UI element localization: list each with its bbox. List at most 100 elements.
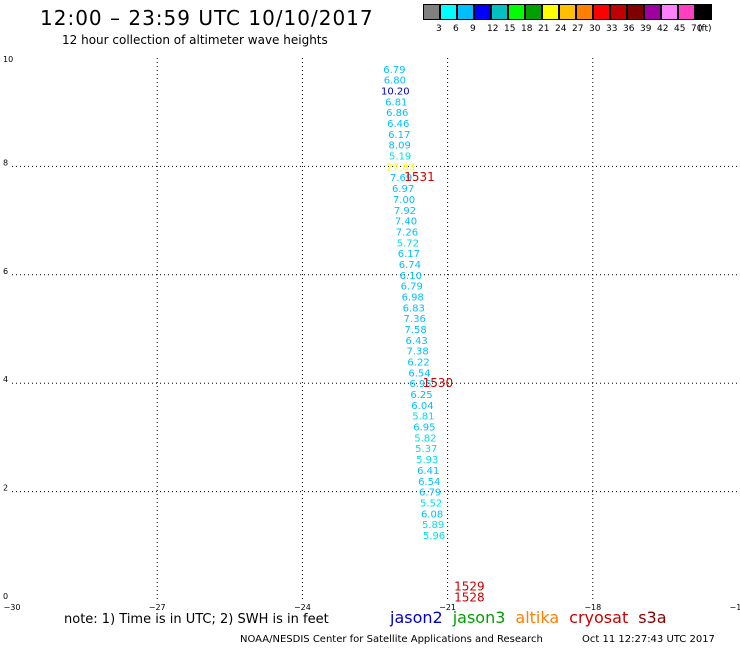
legend-label: 39 — [640, 24, 652, 34]
satellite-altika: altika — [515, 608, 560, 627]
legend-swatch — [525, 4, 542, 20]
swh-value-label: 6.86 — [386, 108, 408, 119]
legend-label: 45 — [674, 24, 686, 34]
satellite-jason2: jason2 — [390, 608, 443, 627]
legend-label: 30 — [589, 24, 601, 34]
swh-value-label: 6.79 — [383, 65, 405, 76]
swh-value-label: 6.10 — [400, 271, 422, 282]
swh-value-label: 6.79 — [401, 282, 423, 293]
legend-swatch — [576, 4, 593, 20]
credit-text: NOAA/NESDIS Center for Satellite Applica… — [240, 634, 543, 645]
y-tick-label: 6 — [3, 267, 8, 276]
swh-value-label: 7.38 — [406, 347, 428, 358]
swh-value-label: 6.95 — [413, 423, 435, 434]
x-tick-label: −30 — [4, 603, 21, 612]
legend-label: 24 — [555, 24, 567, 34]
x-tick-label: −15 — [730, 603, 740, 612]
swh-value-label: 6.79 — [419, 488, 441, 499]
swh-value-label: 5.52 — [420, 498, 442, 509]
swh-value-label: 6.83 — [403, 303, 425, 314]
legend-swatch — [559, 4, 576, 20]
swh-value-label: 6.41 — [417, 466, 439, 477]
swh-value-label: 27.83 — [386, 162, 415, 173]
y-tick-label: 8 — [3, 158, 8, 167]
swh-value-label: 6.95 — [409, 379, 431, 390]
swh-value-label: 6.54 — [408, 368, 430, 379]
swh-value-label: 5.93 — [416, 455, 438, 466]
swh-value-label: 5.19 — [389, 152, 411, 163]
swh-value-label: 8.09 — [389, 141, 411, 152]
y-tick-label: 4 — [3, 375, 8, 384]
time-label: 1528 — [454, 590, 485, 604]
swh-value-label: 6.08 — [421, 509, 443, 520]
time-label: 1530 — [423, 376, 454, 390]
legend-label: 12 — [487, 24, 499, 34]
y-tick-label: 2 — [3, 484, 8, 493]
swh-value-label: 10.20 — [381, 87, 410, 98]
swh-value-label: 5.72 — [397, 238, 419, 249]
legend-label: 33 — [606, 24, 618, 34]
swh-value-label: 6.74 — [399, 260, 421, 271]
swh-value-label: 7.36 — [404, 314, 426, 325]
swh-value-label: 6.81 — [385, 97, 407, 108]
legend-swatch — [661, 4, 678, 20]
swh-value-label: 7.26 — [396, 227, 418, 238]
swh-value-label: 6.43 — [405, 336, 427, 347]
legend-label: 15 — [504, 24, 516, 34]
swh-value-label: 6.17 — [398, 249, 420, 260]
swh-value-label: 6.25 — [410, 390, 432, 401]
swh-value-label: 7.92 — [394, 206, 416, 217]
swh-value-label: 7.58 — [405, 325, 427, 336]
swh-value-label: 6.97 — [392, 184, 414, 195]
satellite-s3a: s3a — [638, 608, 667, 627]
legend-swatch — [644, 4, 661, 20]
legend-label: 3 — [436, 24, 442, 34]
swh-value-label: 5.81 — [412, 412, 434, 423]
swh-value-label: 6.04 — [411, 401, 433, 412]
chart-subtitle: 12 hour collection of altimeter wave hei… — [62, 33, 328, 47]
legend-label: 42 — [657, 24, 669, 34]
swh-value-label: 6.54 — [418, 477, 440, 488]
x-tick-label: −24 — [294, 603, 311, 612]
legend-label: 18 — [521, 24, 533, 34]
legend-swatch — [678, 4, 695, 20]
swh-value-label: 7.69 — [390, 173, 412, 184]
legend-swatch — [440, 4, 457, 20]
legend-label: 36 — [623, 24, 635, 34]
swh-value-label: 6.22 — [407, 358, 429, 369]
legend-swatch — [695, 4, 712, 20]
x-tick-label: −21 — [439, 603, 456, 612]
swh-value-label: 7.00 — [393, 195, 415, 206]
legend-swatch — [457, 4, 474, 20]
x-tick-label: −27 — [149, 603, 166, 612]
chart-title: 12:00 – 23:59 UTC 10/10/2017 — [40, 6, 374, 30]
satellite-legend: jason2 jason3 altika cryosat s3a — [390, 608, 677, 627]
credit-timestamp: Oct 11 12:27:43 UTC 2017 — [582, 634, 715, 645]
swh-value-label: 6.17 — [388, 130, 410, 141]
legend-label: 70 — [691, 24, 703, 34]
legend-unit: (ft) — [698, 24, 712, 34]
y-tick-label: 10 — [3, 55, 13, 64]
legend-swatch — [474, 4, 491, 20]
swh-value-label: 6.98 — [402, 292, 424, 303]
satellite-jason3: jason3 — [452, 608, 506, 627]
x-tick-label: −18 — [584, 603, 601, 612]
legend-swatch — [542, 4, 559, 20]
swh-value-label: 6.46 — [387, 119, 409, 130]
legend-swatch — [593, 4, 610, 20]
swh-value-label: 6.80 — [384, 76, 406, 87]
swh-value-label: 5.82 — [414, 433, 436, 444]
swh-value-label: 7.40 — [395, 217, 417, 228]
legend-label: 27 — [572, 24, 584, 34]
swh-value-label: 5.96 — [423, 531, 445, 542]
satellite-cryosat: cryosat — [569, 608, 629, 627]
y-tick-label: 0 — [3, 592, 8, 601]
time-label: 1529 — [454, 579, 485, 593]
legend-swatch — [508, 4, 525, 20]
legend-label: 21 — [538, 24, 550, 34]
swh-value-label: 5.37 — [415, 444, 437, 455]
legend-swatch — [491, 4, 508, 20]
legend-swatch — [627, 4, 644, 20]
legend-label: 9 — [470, 24, 476, 34]
